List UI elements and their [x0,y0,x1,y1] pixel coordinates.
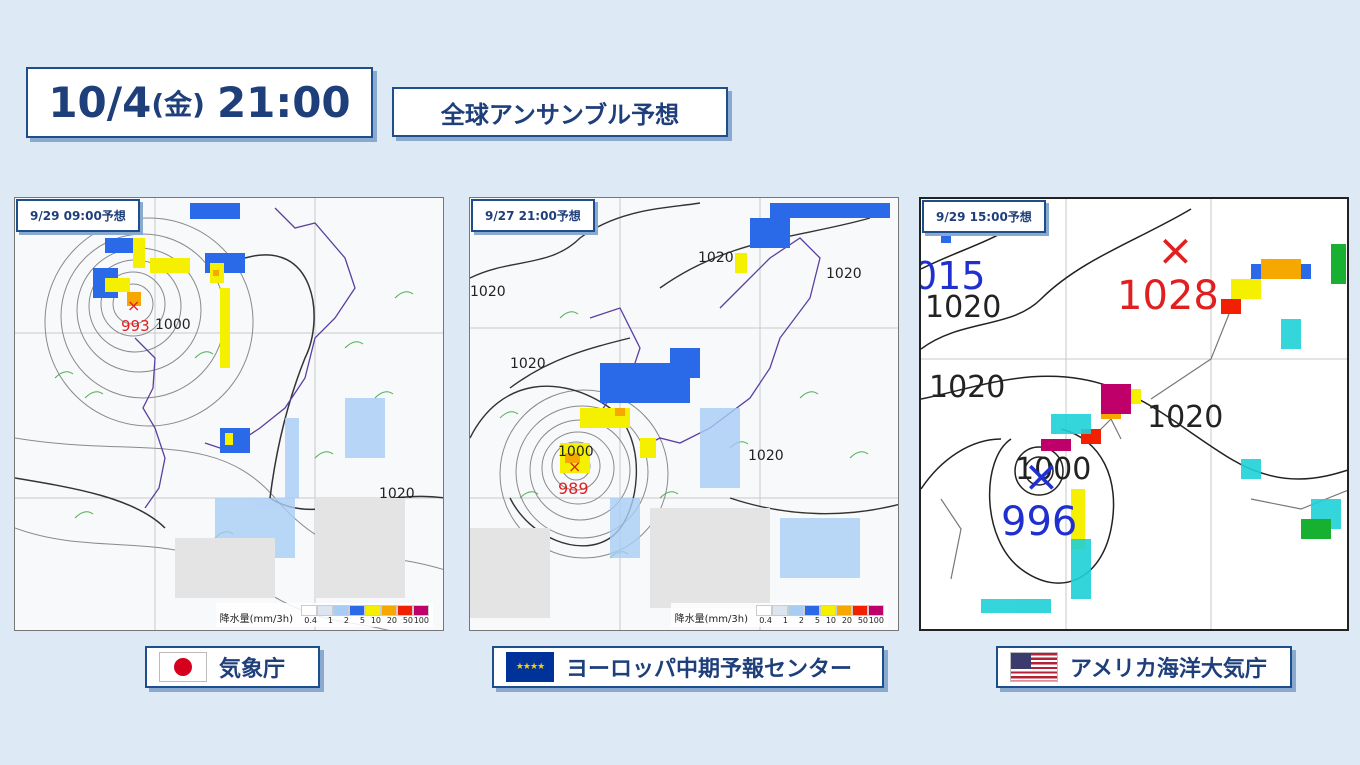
legend-title: 降水量(mm/3h) [674,614,748,625]
forecast-date: 10/4 [48,78,152,127]
eu-flag-icon: ★★★★ [506,652,554,682]
high-center-mark: × [1157,225,1194,276]
forecast-date-box: 10/4 (金) 21:00 [26,67,373,138]
precipitation-legend: 降水量(mm/3h) 0.4 1 2 5 10 20 50 100 [215,603,433,627]
isobar-label: 015 [921,254,986,298]
forecast-weekday: (金) [151,87,205,121]
low-center-mark: × [568,457,581,476]
low-pressure-value: 993 [121,317,150,335]
us-flag-icon [1010,652,1058,682]
issued-time-tag: 9/29 15:00予想 [922,200,1046,233]
weather-map: × 993 1000 1020 [15,198,443,630]
weather-map: 015 1020 1020 1020 1000 × 996 × 1028 [921,199,1347,629]
jma-forecast-map: 9/29 09:00予想 [14,197,444,631]
model-label-jma: 気象庁 [145,646,320,688]
legend-tick: 1 [782,616,788,625]
legend-tick: 0.4 [759,616,772,625]
low-center-mark: × [127,296,140,315]
legend-tick: 2 [343,616,349,625]
low-pressure-value: 989 [558,479,589,498]
model-label-ecmwf: ★★★★ ヨーロッパ中期予報センター [492,646,884,688]
low-pressure-value: 996 [1001,499,1077,545]
legend-color-bar [756,605,884,616]
legend-tick: 10 [825,616,836,625]
legend-title: 降水量(mm/3h) [219,614,293,625]
model-name: 気象庁 [219,657,286,682]
legend-tick: 100 [413,616,429,625]
legend-tick: 2 [798,616,804,625]
legend-color-bar [301,605,429,616]
weather-map: × 989 1000 1020 1020 1020 1020 1020 [470,198,898,630]
model-name: アメリカ海洋大気庁 [1070,657,1267,682]
issued-time-tag: 9/29 09:00予想 [16,199,140,232]
isobar-label: 1000 [155,317,191,333]
legend-tick: 100 [868,616,884,625]
forecast-time: 21:00 [216,78,351,127]
low-center-mark: × [1023,451,1060,502]
subtitle-box: 全球アンサンブル予想 [392,87,728,137]
isobar-label: 1020 [925,290,1001,325]
isobar-label: 1020 [698,250,734,266]
legend-tick: 20 [841,616,852,625]
ecmwf-forecast-map: 9/27 21:00予想 [469,197,899,631]
high-pressure-value: 1028 [1117,273,1219,319]
legend-tick: 50 [402,616,413,625]
model-name: ヨーロッパ中期予報センター [566,657,853,682]
legend-tick: 10 [370,616,381,625]
isobar-label: 1000 [558,444,594,460]
legend-tick: 5 [814,616,820,625]
legend-tick: 20 [386,616,397,625]
isobar-label: 1020 [379,486,415,502]
isobar-label: 1020 [748,448,784,464]
isobar-label: 1020 [1147,400,1223,435]
legend-tick: 0.4 [304,616,317,625]
legend-tick: 50 [857,616,868,625]
model-label-noaa: アメリカ海洋大気庁 [996,646,1292,688]
isobar-label: 1020 [929,370,1005,405]
issued-time-tag: 9/27 21:00予想 [471,199,595,232]
precipitation-legend: 降水量(mm/3h) 0.4 1 2 5 10 20 50 100 [670,603,888,627]
legend-tick: 1 [327,616,333,625]
isobar-label: 1020 [470,284,506,300]
isobar-label: 1020 [510,356,546,372]
noaa-forecast-map: 9/29 15:00予想 015 1020 [919,197,1349,631]
subtitle: 全球アンサンブル予想 [440,100,680,129]
isobar-label: 1020 [826,266,862,282]
isobar-label: 1000 [1015,452,1091,487]
japan-flag-icon [159,652,207,682]
legend-tick: 5 [359,616,365,625]
